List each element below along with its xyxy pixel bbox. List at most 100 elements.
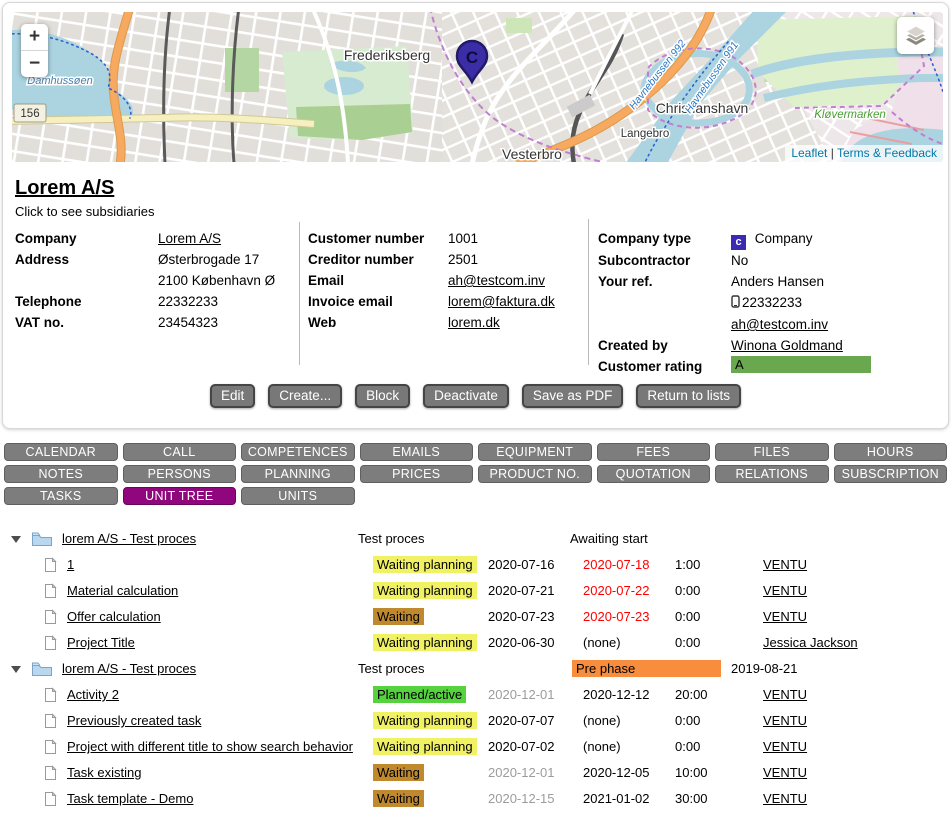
tab-relations[interactable]: RELATIONS xyxy=(715,465,829,483)
zoom-out-button[interactable]: − xyxy=(28,53,41,74)
status-badge: Waiting xyxy=(373,608,424,625)
file-icon xyxy=(45,609,57,624)
tab-units[interactable]: UNITS xyxy=(241,487,355,505)
task-link[interactable]: Material calculation xyxy=(67,583,179,598)
task-link[interactable]: Project with different title to show sea… xyxy=(67,739,353,754)
person-link[interactable]: VENTU xyxy=(763,687,808,702)
folder-link[interactable]: lorem A/S - Test proces xyxy=(62,531,197,546)
status-badge: Waiting planning xyxy=(373,712,477,729)
tab-product-no[interactable]: PRODUCT NO. xyxy=(478,465,592,483)
task-link[interactable]: 1 xyxy=(67,557,75,572)
return-to-lists-button[interactable]: Return to lists xyxy=(636,384,741,408)
status-badge: Waiting planning xyxy=(373,738,477,755)
tab-prices[interactable]: PRICES xyxy=(359,465,473,483)
column-divider xyxy=(588,219,589,365)
map-marker[interactable]: C xyxy=(455,39,489,85)
tree-task-row: Offer calculation Waiting 2020-07-23 202… xyxy=(0,604,951,630)
deadline-date: 2020-12-05 xyxy=(583,765,650,780)
details-column-middle: Customer number 1001 Creditor number 250… xyxy=(308,228,598,333)
task-link[interactable]: Task template - Demo xyxy=(67,791,194,806)
tree-task-row: Material calculation Waiting planning 20… xyxy=(0,578,951,604)
block-button[interactable]: Block xyxy=(355,384,411,408)
web-link[interactable]: lorem.dk xyxy=(448,315,500,330)
map-label-vesterbro: Vesterbro xyxy=(502,146,562,162)
map-railway-west2 xyxy=(230,12,240,162)
your-ref-name: Anders Hansen xyxy=(731,274,825,289)
map-moat2 xyxy=(763,74,943,102)
terms-feedback-link[interactable]: Terms & Feedback xyxy=(836,146,937,160)
map-road-orange-west xyxy=(109,12,133,162)
email-link[interactable]: ah@testcom.inv xyxy=(448,273,545,288)
company-title-link[interactable]: Lorem A/S xyxy=(15,177,115,199)
time-value: 0:00 xyxy=(675,713,701,728)
tab-quotation[interactable]: QUOTATION xyxy=(596,465,710,483)
tree-task-row: Project Title Waiting planning 2020-06-3… xyxy=(0,630,951,656)
tab-hours[interactable]: HOURS xyxy=(833,443,947,461)
svg-text:C: C xyxy=(466,48,478,67)
map-layers-button[interactable] xyxy=(897,17,934,54)
tab-notes[interactable]: NOTES xyxy=(4,465,118,483)
person-link[interactable]: VENTU xyxy=(763,557,808,572)
map-label-christianshavn: Christianshavn xyxy=(656,100,749,116)
tab-planning[interactable]: PLANNING xyxy=(241,465,355,483)
tab-unit-tree[interactable]: UNIT TREE xyxy=(122,487,236,505)
details-column-right: Company type c Company Subcontractor No … xyxy=(598,228,944,377)
person-link[interactable]: VENTU xyxy=(763,765,808,780)
person-link[interactable]: VENTU xyxy=(763,583,808,598)
vat-value: 23454323 xyxy=(158,315,219,330)
tab-persons[interactable]: PERSONS xyxy=(122,465,236,483)
your-ref-phone: 22332233 xyxy=(742,295,803,310)
your-ref-email-link[interactable]: ah@testcom.inv xyxy=(731,317,828,332)
start-date: 2020-06-30 xyxy=(488,635,555,650)
layers-icon xyxy=(904,24,927,45)
map-zoom-control: + − xyxy=(21,24,48,77)
created-by-label: Created by xyxy=(598,338,668,353)
company-label: Company xyxy=(15,231,77,246)
task-link[interactable]: Previously created task xyxy=(67,713,202,728)
tab-competences[interactable]: COMPETENCES xyxy=(241,443,355,461)
person-link[interactable]: VENTU xyxy=(763,791,808,806)
tab-fees[interactable]: FEES xyxy=(596,443,710,461)
tab-emails[interactable]: EMAILS xyxy=(359,443,473,461)
invoice-email-link[interactable]: lorem@faktura.dk xyxy=(448,294,555,309)
zoom-in-button[interactable]: + xyxy=(21,24,48,51)
tab-equipment[interactable]: EQUIPMENT xyxy=(478,443,592,461)
create-button[interactable]: Create... xyxy=(268,384,343,408)
deactivate-button[interactable]: Deactivate xyxy=(423,384,509,408)
tab-files[interactable]: FILES xyxy=(715,443,829,461)
person-link[interactable]: VENTU xyxy=(763,739,808,754)
task-link[interactable]: Task existing xyxy=(67,765,142,780)
tab-tasks[interactable]: TASKS xyxy=(4,487,118,505)
map[interactable]: 156 Frederiksberg Christianshavn Vesterb… xyxy=(12,12,943,162)
tree-task-row: Activity 2 Planned/active 2020-12-01 202… xyxy=(0,682,951,708)
company-name-link[interactable]: Lorem A/S xyxy=(158,231,222,246)
collapse-triangle-icon[interactable] xyxy=(11,666,21,673)
start-date: 2020-12-01 xyxy=(488,765,555,780)
edit-button[interactable]: Edit xyxy=(210,384,256,408)
created-by-link[interactable]: Winona Goldmand xyxy=(731,338,843,353)
leaflet-link[interactable]: Leaflet xyxy=(791,146,828,160)
task-link[interactable]: Offer calculation xyxy=(67,609,161,624)
tree-task-row: Previously created task Waiting planning… xyxy=(0,708,951,734)
tab-calendar[interactable]: CALENDAR xyxy=(4,443,118,461)
save-as-pdf-button[interactable]: Save as PDF xyxy=(521,384,624,408)
creditor-number-value: 2501 xyxy=(448,252,479,267)
map-harbor xyxy=(626,12,786,162)
person-link[interactable]: Jessica Jackson xyxy=(763,635,858,650)
collapse-triangle-icon[interactable] xyxy=(11,536,21,543)
person-link[interactable]: VENTU xyxy=(763,609,808,624)
tab-subscription[interactable]: SUBSCRIPTION xyxy=(833,465,947,483)
telephone-label: Telephone xyxy=(15,294,82,309)
tab-call[interactable]: CALL xyxy=(122,443,236,461)
file-icon xyxy=(45,635,57,650)
start-date: 2020-07-07 xyxy=(488,713,555,728)
folder-link[interactable]: lorem A/S - Test proces xyxy=(62,661,197,676)
task-link[interactable]: Project Title xyxy=(67,635,135,650)
map-park-klovermarken xyxy=(757,16,928,107)
company-type-icon: c xyxy=(731,235,746,250)
task-link[interactable]: Activity 2 xyxy=(67,687,120,702)
file-icon xyxy=(45,765,57,780)
invoice-email-label: Invoice email xyxy=(308,294,393,309)
action-bar: Edit Create... Block Deactivate Save as … xyxy=(3,384,948,408)
person-link[interactable]: VENTU xyxy=(763,713,808,728)
